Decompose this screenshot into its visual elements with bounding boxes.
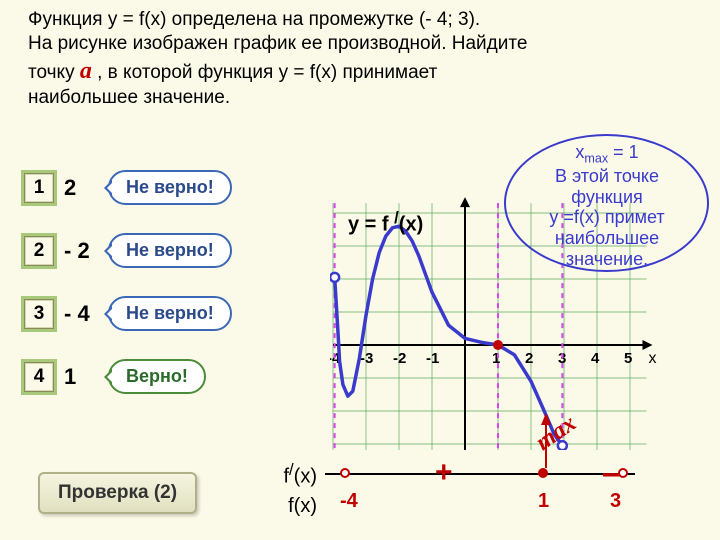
explanation-callout: xmax = 1 В этой точке функция y =f(x) пр… bbox=[512, 142, 702, 270]
q-line2a: На рисунке изображен график ее производн… bbox=[28, 33, 527, 54]
q-line1: Функция y = f(x) определена на промежутк… bbox=[28, 9, 480, 30]
func-label: y = f /(x) bbox=[348, 208, 423, 237]
svg-text:x: x bbox=[649, 350, 657, 367]
answer-row-4: 4 1 Верно! bbox=[24, 359, 232, 394]
svg-text:-2: -2 bbox=[393, 350, 406, 367]
a-letter: a bbox=[80, 58, 92, 84]
sig-line bbox=[325, 473, 635, 475]
func-label-b: (x) bbox=[399, 214, 423, 236]
exp-l6: значение. bbox=[566, 249, 648, 269]
answer-num-1[interactable]: 1 bbox=[24, 173, 54, 203]
sig-open-m4 bbox=[340, 468, 350, 478]
svg-text:2: 2 bbox=[525, 350, 533, 367]
sig-open-3 bbox=[618, 468, 628, 478]
func-label-a: y = f bbox=[348, 214, 394, 236]
answer-row-2: 2 - 2 Не верно! bbox=[24, 233, 232, 268]
sig-n3: 3 bbox=[610, 490, 621, 513]
svg-text:1: 1 bbox=[492, 350, 500, 367]
answer-bubble-1: Не верно! bbox=[108, 170, 232, 205]
plus-sign: + bbox=[435, 456, 453, 490]
answer-bubble-3: Не верно! bbox=[108, 296, 232, 331]
check-button[interactable]: Проверка (2) bbox=[38, 472, 197, 514]
q-line2b: точку bbox=[28, 62, 80, 83]
sig-n1: 1 bbox=[538, 490, 549, 513]
sig-x: (x) bbox=[294, 466, 317, 488]
exp-l1sub: max bbox=[584, 152, 608, 166]
q-line3: наибольшее значение. bbox=[28, 87, 230, 108]
answer-val-1: 2 bbox=[64, 175, 98, 201]
answer-val-4: 1 bbox=[64, 364, 98, 390]
sig-bot-label: f(x) bbox=[265, 495, 325, 518]
exp-l1: x bbox=[575, 142, 584, 162]
q-line2c: , в которой функция y = f(x) принимает bbox=[92, 62, 437, 83]
sig-m4: -4 bbox=[340, 490, 358, 513]
answer-bubble-4: Верно! bbox=[108, 359, 206, 394]
sig-top-label: f/(x) bbox=[265, 460, 325, 489]
svg-text:5: 5 bbox=[624, 350, 632, 367]
exp-l5: наибольшее bbox=[555, 228, 659, 248]
svg-text:-1: -1 bbox=[426, 350, 439, 367]
question-text: Функция y = f(x) определена на промежутк… bbox=[0, 0, 720, 113]
exp-l2: В этой точке bbox=[555, 166, 659, 186]
answer-row-3: 3 - 4 Не верно! bbox=[24, 296, 232, 331]
exp-l1eq: = 1 bbox=[608, 142, 639, 162]
answer-val-3: - 4 bbox=[64, 301, 98, 327]
answer-row-1: 1 2 Не верно! bbox=[24, 170, 232, 205]
svg-text:4: 4 bbox=[591, 350, 600, 367]
answers-block: 1 2 Не верно! 2 - 2 Не верно! 3 - 4 Не в… bbox=[24, 170, 232, 394]
answer-num-2[interactable]: 2 bbox=[24, 236, 54, 266]
answer-val-2: - 2 bbox=[64, 238, 98, 264]
arrow-to-max bbox=[540, 413, 570, 473]
exp-l4: y =f(x) примет bbox=[549, 207, 664, 227]
answer-num-4[interactable]: 4 bbox=[24, 362, 54, 392]
answer-bubble-2: Не верно! bbox=[108, 233, 232, 268]
answer-num-3[interactable]: 3 bbox=[24, 299, 54, 329]
exp-l3: функция bbox=[571, 187, 643, 207]
